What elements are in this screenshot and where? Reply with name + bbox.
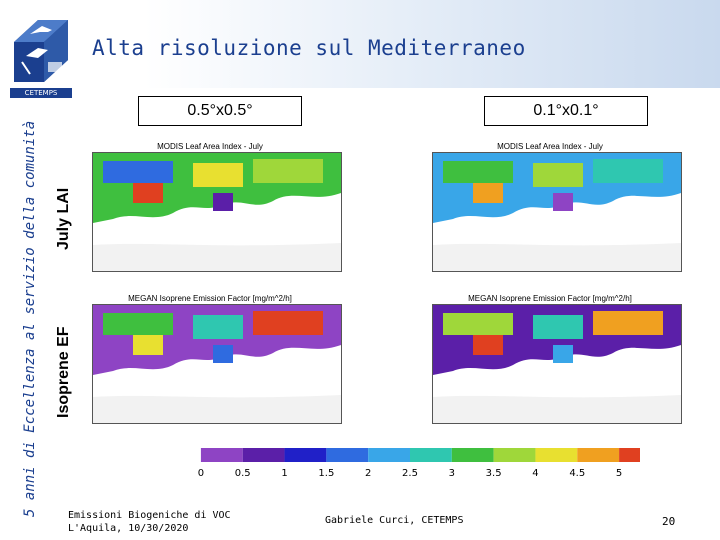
colorbar-swatch — [159, 448, 201, 462]
row-label-lai: July LAI — [55, 187, 72, 250]
page-title: Alta risoluzione sul Mediterraneo — [92, 36, 526, 60]
colorbar-tick-label: 0.5 — [235, 468, 251, 478]
colorbar-tick-label: 3.5 — [486, 468, 502, 478]
colorbar-swatch — [284, 448, 327, 462]
colorbar-tick-label: 5 — [616, 468, 622, 478]
map-ef-coarse — [92, 304, 342, 424]
panel-title: MEGAN Isoprene Emission Factor [mg/m^2/h… — [468, 294, 632, 303]
colorbar-tick-label: 1.5 — [318, 468, 334, 478]
colorbar-swatch — [577, 448, 620, 462]
colorbar-tick-label: 1 — [281, 468, 287, 478]
colorbar-tick-label: 0 — [198, 468, 204, 478]
colorbar: 0 0.5 1 1.5 2 2.5 3 3.5 4 4.5 5 — [159, 448, 640, 478]
colorbar-swatch — [493, 448, 536, 462]
panel-title: MODIS Leaf Area Index - July — [157, 142, 263, 151]
panel-title: MODIS Leaf Area Index - July — [497, 142, 603, 151]
footer-line-2: L'Aquila, 10/30/2020 — [68, 523, 189, 534]
colorbar-swatch — [619, 448, 640, 462]
colorbar-tick-label: 3 — [449, 468, 455, 478]
footer-line-1: Emissioni Biogeniche di VOC — [68, 510, 231, 521]
colorbar-swatch — [368, 448, 410, 462]
colorbar-swatch — [200, 448, 243, 462]
map-panel-lai-fine: MODIS Leaf Area Index - July — [416, 140, 684, 282]
footer-title: Emissioni Biogeniche di VOC L'Aquila, 10… — [68, 509, 231, 535]
map-panel-lai-coarse: MODIS Leaf Area Index - July — [76, 140, 344, 282]
colorbar-tick-label: 4 — [532, 468, 538, 478]
colorbar-swatch — [451, 448, 494, 462]
colorbar-tick-label: 2 — [365, 468, 371, 478]
map-ef-fine — [432, 304, 682, 424]
map-lai-coarse — [92, 152, 342, 272]
sidebar-text: 5 anni di Eccellenza al servizio della c… — [22, 120, 38, 517]
panel-title: MEGAN Isoprene Emission Factor [mg/m^2/h… — [128, 294, 292, 303]
cetemps-logo — [14, 20, 68, 82]
header-band — [0, 0, 720, 88]
map-panel-ef-coarse: MEGAN Isoprene Emission Factor [mg/m^2/h… — [76, 292, 344, 432]
map-lai-fine — [432, 152, 682, 272]
colorbar-swatch — [535, 448, 578, 462]
page-number: 20 — [662, 515, 676, 528]
colorbar-tick-label: 4.5 — [569, 468, 585, 478]
column-label-coarse: 0.5°x0.5° — [138, 96, 302, 126]
column-label-fine: 0.1°x0.1° — [484, 96, 648, 126]
colorbar-swatch — [410, 448, 452, 462]
colorbar-swatch — [242, 448, 285, 462]
logo-label: CETEMPS — [10, 88, 72, 98]
footer-author: Gabriele Curci, CETEMPS — [325, 515, 464, 526]
map-panel-ef-fine: MEGAN Isoprene Emission Factor [mg/m^2/h… — [416, 292, 684, 432]
colorbar-swatch — [326, 448, 369, 462]
colorbar-tick-label: 2.5 — [402, 468, 418, 478]
row-label-isoprene: Isoprene EF — [55, 326, 72, 418]
